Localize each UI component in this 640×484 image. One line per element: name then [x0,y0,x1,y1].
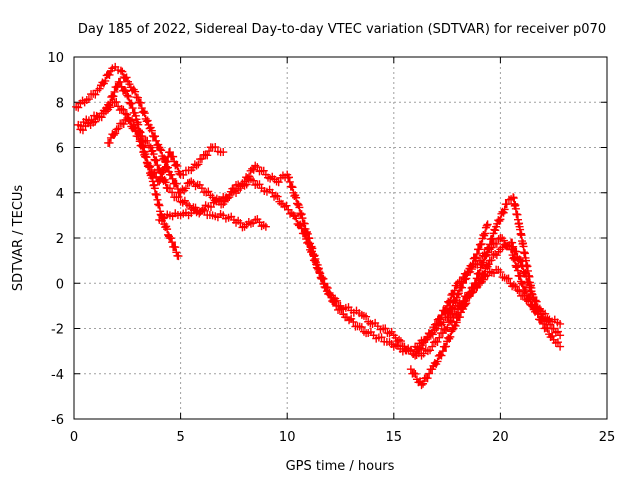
y-tick-label: 8 [56,96,64,111]
x-axis-label: GPS time / hours [286,459,395,474]
x-tick-label: 15 [386,430,403,445]
x-tick-label: 25 [599,430,616,445]
series-markers [444,221,491,322]
x-tick-label: 0 [70,430,78,445]
series-track-7 [411,238,565,352]
series-markers [157,206,268,232]
series-track-8 [443,220,492,322]
y-tick-label: 0 [56,277,64,292]
chart-title: Day 185 of 2022, Sidereal Day-to-day VTE… [78,22,606,37]
data-point [123,91,132,100]
x-tick-label: 20 [492,430,509,445]
data-point [517,279,526,288]
x-tick-label: 5 [176,430,184,445]
series-track-4 [104,114,228,186]
series-markers [413,238,562,352]
data-point [321,283,330,292]
data-point [556,342,565,351]
data-series [72,62,565,390]
grid-lines [74,57,607,419]
data-point [517,261,526,270]
data-point [464,290,473,299]
series-markers [105,115,225,186]
data-point [513,286,522,295]
y-tick-label: -4 [51,368,64,383]
series-track-2 [74,97,565,360]
y-tick-label: 10 [47,51,64,66]
series-markers [74,62,562,360]
series-track-5 [155,206,270,232]
axis-ticks [73,56,608,420]
y-tick-label: 6 [56,142,64,157]
y-tick-label: -2 [51,323,64,338]
data-point [464,267,473,276]
y-tick-label: 4 [56,187,64,202]
x-tick-label: 10 [279,430,296,445]
y-tick-label: -6 [51,413,64,428]
series-track-1 [72,62,565,360]
tick-labels: 0 5 10 15 20 25 -6 -4 -2 0 2 4 6 8 10 [47,51,615,445]
data-point [112,125,121,134]
y-axis-label: SDTVAR / TECUs [11,185,26,292]
y-tick-label: 2 [56,232,64,247]
